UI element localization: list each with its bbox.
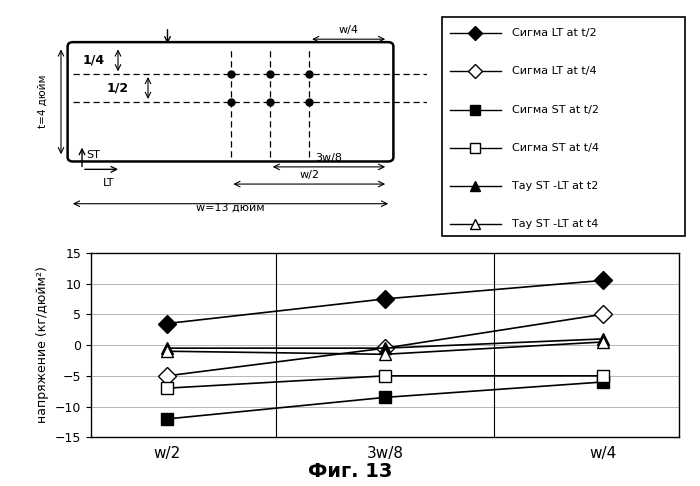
Text: LT: LT: [104, 178, 115, 188]
FancyBboxPatch shape: [442, 17, 685, 236]
Text: Сигма ST at t/4: Сигма ST at t/4: [512, 143, 598, 153]
Text: Фиг. 13: Фиг. 13: [308, 462, 392, 481]
Text: w/4: w/4: [339, 25, 358, 35]
Text: 1/4: 1/4: [83, 54, 105, 67]
Text: Сигма ST at t/2: Сигма ST at t/2: [512, 104, 598, 115]
Text: w/2: w/2: [300, 170, 319, 180]
Text: Сигма LT at t/2: Сигма LT at t/2: [512, 28, 596, 38]
Text: Сигма LT at t/4: Сигма LT at t/4: [512, 66, 596, 76]
Text: ST: ST: [87, 150, 100, 159]
Text: w=13 дюйм: w=13 дюйм: [196, 203, 265, 213]
Y-axis label: напряжение (кг/дюйм²): напряжение (кг/дюйм²): [36, 267, 49, 423]
Text: t=4 дюйм: t=4 дюйм: [38, 75, 48, 128]
Text: 3w/8: 3w/8: [316, 153, 342, 163]
Text: Тау ST -LT at t2: Тау ST -LT at t2: [512, 181, 598, 191]
Text: Тау ST -LT at t4: Тау ST -LT at t4: [512, 219, 598, 229]
Text: 1/2: 1/2: [107, 82, 129, 94]
